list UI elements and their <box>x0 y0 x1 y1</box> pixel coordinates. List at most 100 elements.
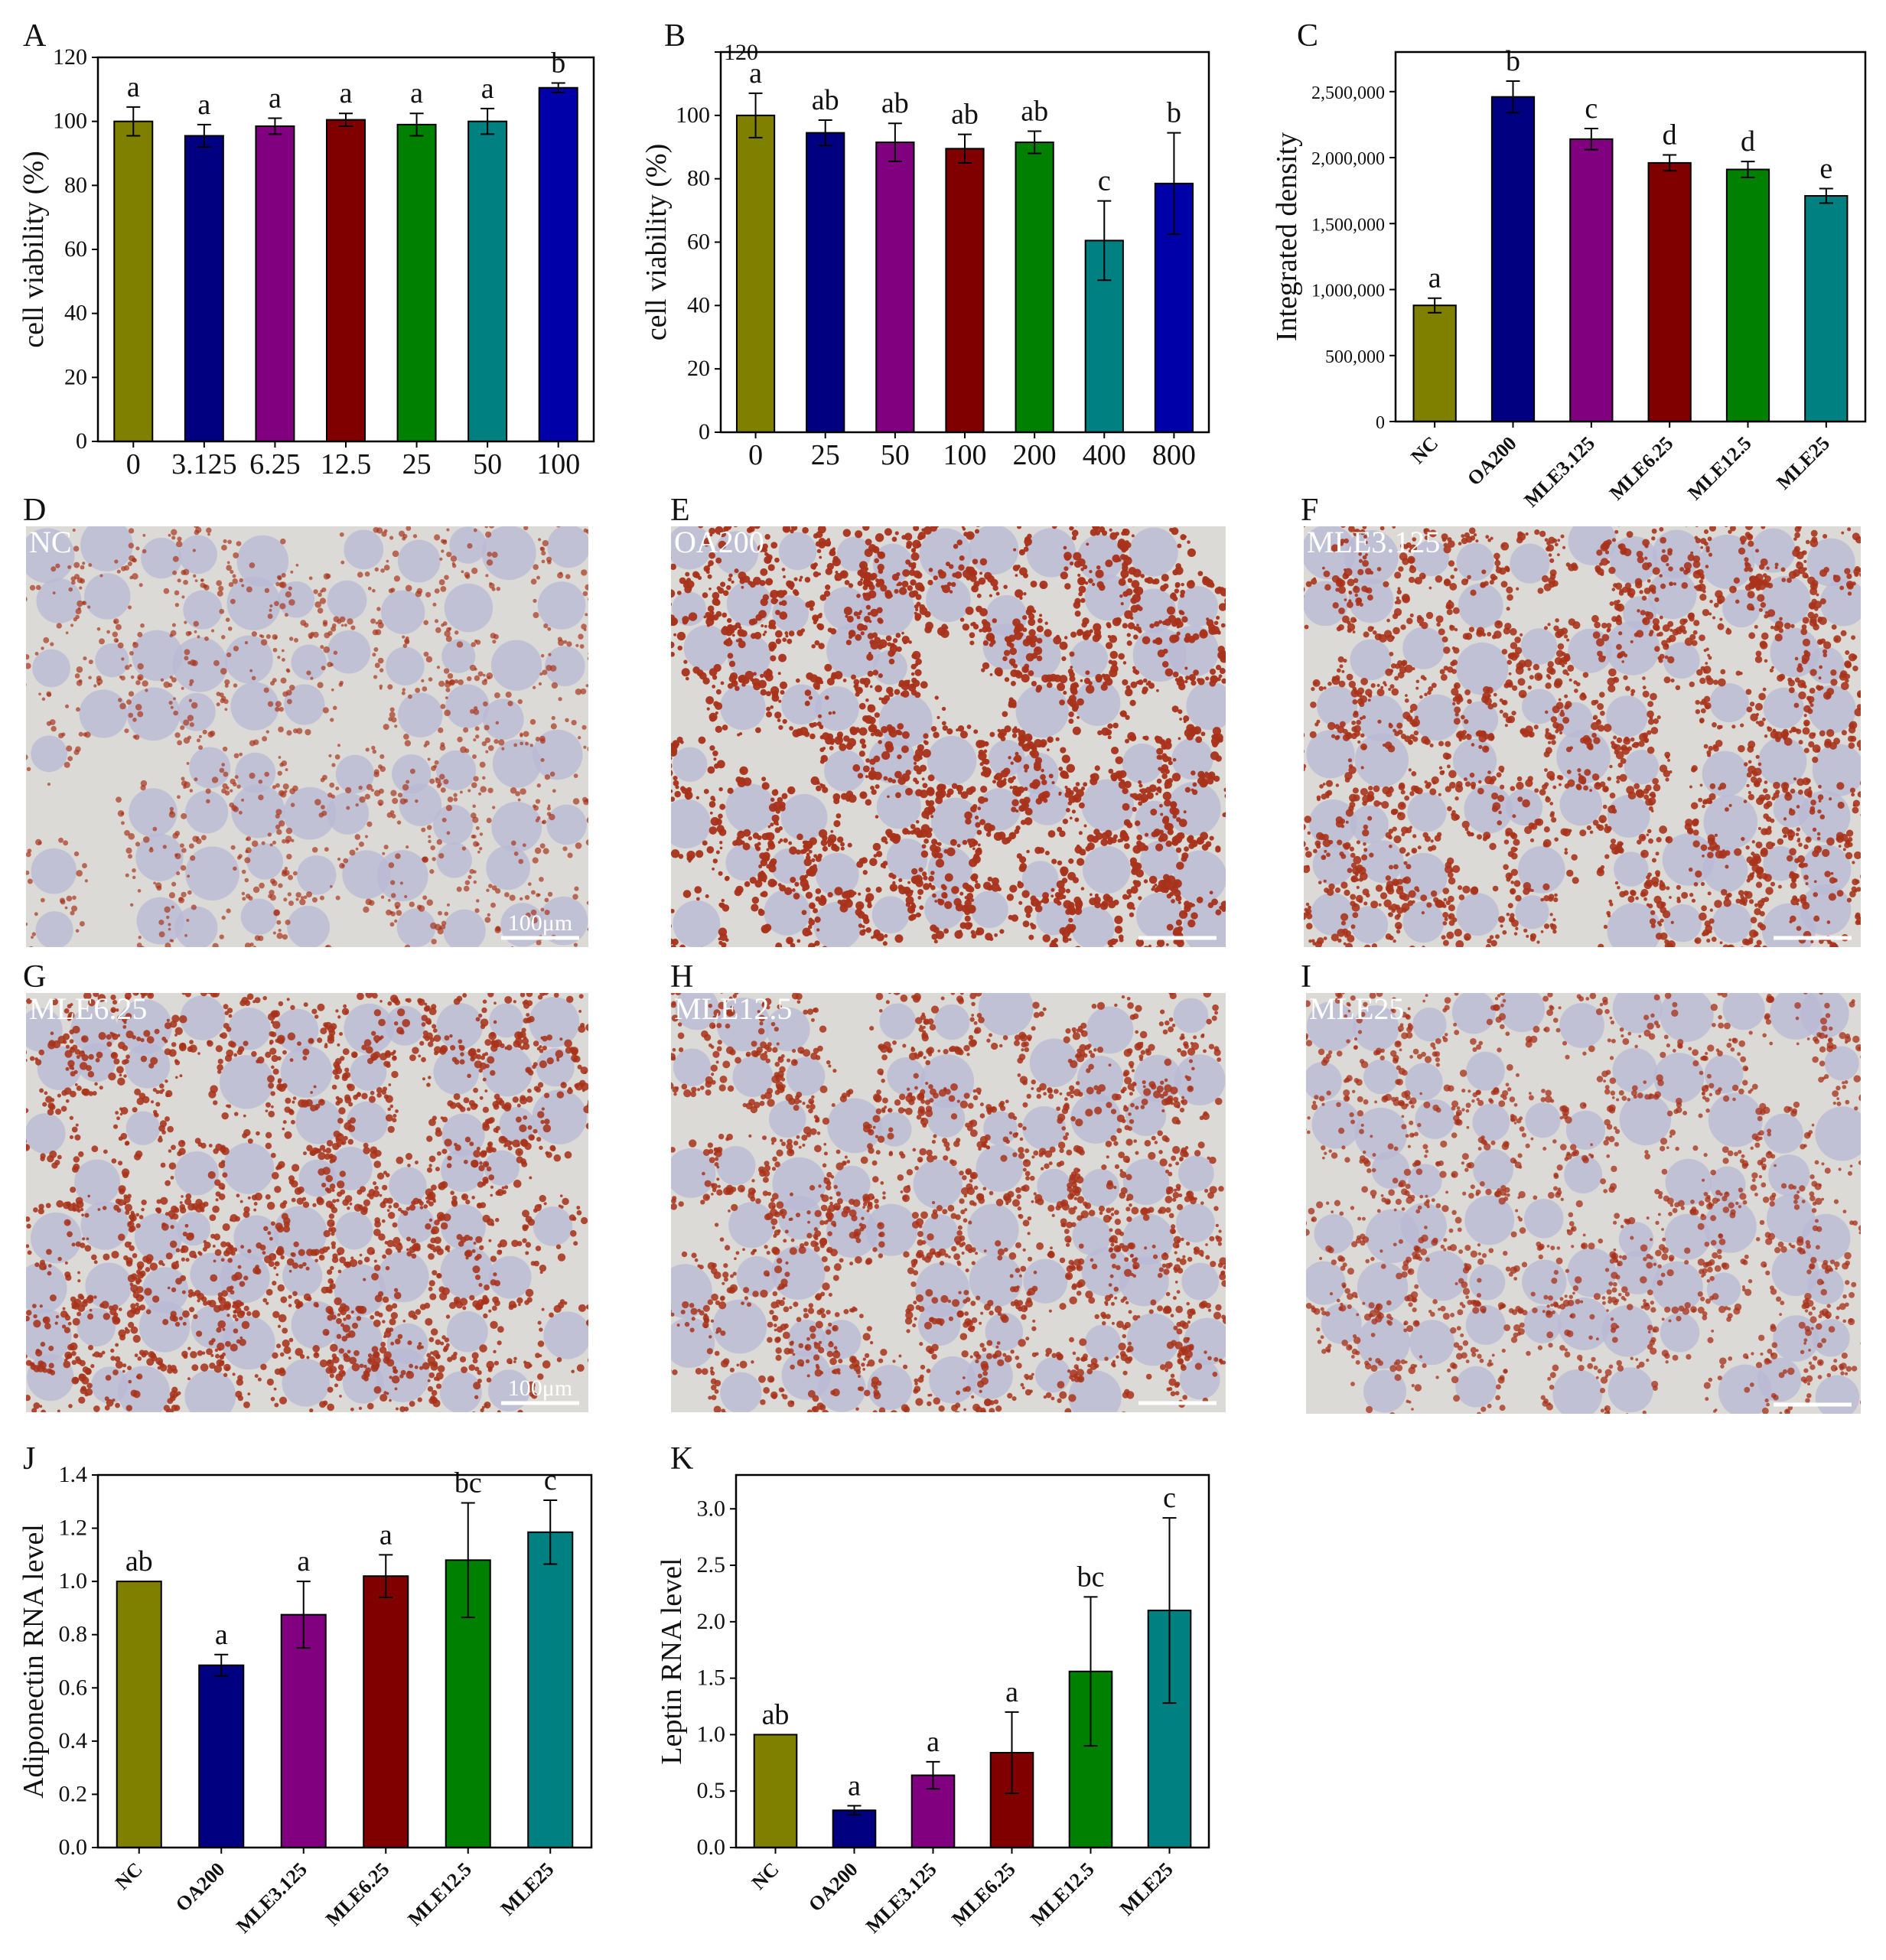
lipid-droplet <box>1151 887 1155 891</box>
lipid-droplet <box>1529 733 1533 737</box>
lipid-droplet <box>184 620 187 624</box>
lipid-droplet <box>779 611 788 620</box>
lipid-droplet <box>1119 937 1124 943</box>
lipid-droplet <box>1809 669 1817 676</box>
lipid-droplet <box>1130 681 1138 689</box>
lipid-droplet <box>1461 534 1465 539</box>
lipid-droplet <box>73 574 80 580</box>
lipid-droplet <box>728 637 731 641</box>
lipid-droplet <box>819 724 822 728</box>
significance-label: ab <box>951 99 979 131</box>
lipid-droplet <box>331 623 337 628</box>
cell <box>1559 783 1602 826</box>
lipid-droplet <box>910 823 916 829</box>
cell <box>1568 526 1617 565</box>
lipid-droplet <box>276 920 282 925</box>
lipid-droplet <box>1127 622 1135 630</box>
lipid-droplet <box>447 796 454 803</box>
lipid-droplet <box>707 605 715 613</box>
bar <box>527 1531 574 1849</box>
lipid-droplet <box>58 732 64 739</box>
lipid-droplet <box>1028 637 1034 642</box>
lipid-droplet <box>897 754 902 760</box>
lipid-droplet <box>1557 539 1561 542</box>
lipid-droplet <box>470 708 475 715</box>
lipid-droplet <box>544 774 551 780</box>
lipid-droplet <box>1069 816 1073 820</box>
lipid-droplet <box>1728 529 1732 534</box>
lipid-droplet <box>976 847 982 853</box>
lipid-droplet <box>816 928 820 932</box>
lipid-droplet <box>665 773 670 779</box>
lipid-droplet <box>1226 892 1230 896</box>
lipid-droplet <box>970 930 976 935</box>
lipid-droplet <box>241 798 245 802</box>
lipid-droplet <box>1188 674 1197 682</box>
cell <box>1082 845 1131 894</box>
lipid-droplet <box>321 666 326 671</box>
lipid-droplet <box>1348 590 1352 594</box>
lipid-droplet <box>1212 741 1218 747</box>
lipid-droplet <box>99 574 103 578</box>
lipid-droplet <box>1133 626 1138 630</box>
lipid-droplet <box>715 711 718 715</box>
lipid-droplet <box>1357 568 1364 575</box>
lipid-droplet <box>1187 548 1196 558</box>
lipid-droplet <box>1016 853 1023 859</box>
lipid-droplet <box>1031 680 1037 687</box>
lipid-droplet <box>739 677 744 683</box>
lipid-droplet <box>1549 569 1557 577</box>
lipid-droplet <box>836 813 842 819</box>
lipid-droplet <box>181 848 187 853</box>
lipid-droplet <box>262 736 268 742</box>
lipid-droplet <box>965 818 972 825</box>
cell <box>31 848 77 894</box>
lipid-droplet <box>487 744 494 751</box>
lipid-droplet <box>1180 534 1187 541</box>
cell <box>671 526 712 570</box>
plot-frame <box>96 1473 593 1849</box>
lipid-droplet <box>940 584 945 589</box>
lipid-droplet <box>1101 530 1108 536</box>
lipid-droplet <box>802 887 806 892</box>
lipid-droplet <box>1861 560 1867 566</box>
lipid-droplet <box>174 732 181 738</box>
bar <box>1647 161 1692 422</box>
lipid-droplet <box>132 642 136 645</box>
lipid-droplet <box>1135 869 1144 877</box>
lipid-droplet <box>681 787 688 794</box>
lipid-droplet <box>1496 565 1500 569</box>
lipid-droplet <box>570 519 575 524</box>
lipid-droplet <box>340 560 345 565</box>
lipid-droplet <box>904 532 913 541</box>
lipid-droplet <box>927 827 933 832</box>
lipid-droplet <box>1445 604 1451 610</box>
lipid-droplet <box>709 610 715 616</box>
lipid-droplet <box>177 795 181 799</box>
lipid-droplet <box>1024 807 1033 816</box>
lipid-droplet <box>983 749 988 754</box>
cell <box>673 900 721 947</box>
category-label: MLE12.5 <box>1683 432 1756 505</box>
y-tick-label: 1.2 <box>59 1516 88 1541</box>
y-tick-label: 0.2 <box>59 1781 88 1806</box>
lipid-droplet <box>372 749 377 754</box>
lipid-droplet <box>1008 698 1017 708</box>
lipid-droplet <box>312 631 319 638</box>
lipid-droplet <box>748 527 753 532</box>
lipid-droplet <box>474 675 480 682</box>
lipid-droplet <box>296 728 303 734</box>
lipid-droplet <box>775 610 780 615</box>
lipid-droplet <box>251 676 256 681</box>
lipid-droplet <box>1339 664 1344 669</box>
lipid-droplet <box>857 729 860 733</box>
lipid-droplet <box>236 541 242 547</box>
lipid-droplet <box>894 770 902 779</box>
lipid-droplet <box>299 898 306 906</box>
lipid-droplet <box>180 864 187 871</box>
lipid-droplet <box>663 934 666 937</box>
lipid-droplet <box>1389 651 1394 656</box>
lipid-droplet <box>664 767 670 773</box>
lipid-droplet <box>1396 599 1402 605</box>
lipid-droplet <box>1039 614 1043 617</box>
